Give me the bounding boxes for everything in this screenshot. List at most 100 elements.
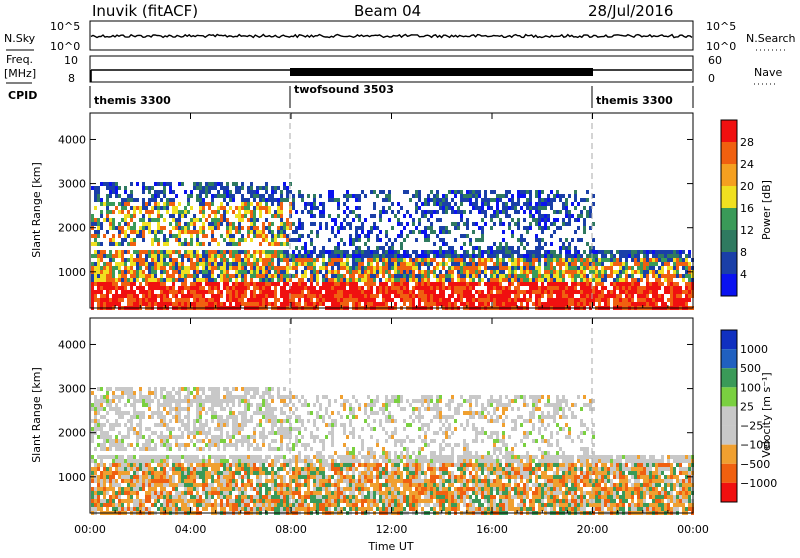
heatmap-cell	[565, 238, 568, 242]
heatmap-cell	[217, 206, 220, 210]
heatmap-cell	[268, 294, 271, 298]
heatmap-cell	[457, 262, 460, 266]
heatmap-cell	[547, 286, 550, 290]
heatmap-cell	[574, 258, 577, 262]
heatmap-cell	[271, 222, 274, 226]
heatmap-cell	[148, 395, 151, 399]
heatmap-cell	[448, 258, 451, 262]
heatmap-cell	[280, 222, 283, 226]
heatmap-cell	[94, 194, 97, 198]
heatmap-cell	[262, 274, 265, 278]
heatmap-cell	[220, 459, 223, 463]
heatmap-cell	[682, 290, 685, 294]
heatmap-cell	[412, 286, 415, 290]
heatmap-cell	[451, 190, 454, 194]
heatmap-cell	[211, 218, 214, 222]
heatmap-cell	[667, 266, 670, 270]
heatmap-cell	[496, 198, 499, 202]
heatmap-cell	[154, 471, 157, 475]
heatmap-cell	[586, 262, 589, 266]
heatmap-cell	[127, 234, 130, 238]
heatmap-cell	[226, 262, 229, 266]
heatmap-cell	[226, 182, 229, 186]
heatmap-cell	[454, 262, 457, 266]
heatmap-cell	[208, 439, 211, 443]
heatmap-cell	[106, 186, 109, 190]
heatmap-cell	[634, 286, 637, 290]
heatmap-cell	[160, 463, 163, 467]
heatmap-cell	[532, 278, 535, 282]
heatmap-cell	[193, 475, 196, 479]
heatmap-cell	[652, 250, 655, 254]
heatmap-cell	[100, 198, 103, 202]
heatmap-cell	[214, 182, 217, 186]
heatmap-cell	[649, 262, 652, 266]
heatmap-cell	[130, 395, 133, 399]
heatmap-cell	[373, 258, 376, 262]
heatmap-cell	[142, 270, 145, 274]
heatmap-cell	[154, 294, 157, 298]
heatmap-cell	[301, 234, 304, 238]
heatmap-cell	[376, 286, 379, 290]
heatmap-cell	[298, 250, 301, 254]
heatmap-cell	[544, 286, 547, 290]
heatmap-cell	[223, 254, 226, 258]
heatmap-cell	[139, 387, 142, 391]
heatmap-cell	[673, 282, 676, 286]
heatmap-cell	[532, 290, 535, 294]
heatmap-cell	[559, 274, 562, 278]
heatmap-cell	[688, 290, 691, 294]
heatmap-cell	[583, 282, 586, 286]
heatmap-cell	[364, 298, 367, 302]
heatmap-cell	[433, 298, 436, 302]
heatmap-cell	[205, 399, 208, 403]
heatmap-cell	[298, 218, 301, 222]
heatmap-cell	[109, 194, 112, 198]
heatmap-cell	[343, 290, 346, 294]
heatmap-cell	[451, 290, 454, 294]
heatmap-cell	[541, 214, 544, 218]
heatmap-cell	[151, 475, 154, 479]
heatmap-cell	[94, 250, 97, 254]
heatmap-cell	[223, 407, 226, 411]
heatmap-cell	[292, 198, 295, 202]
heatmap-cell	[214, 463, 217, 467]
heatmap-cell	[229, 491, 232, 495]
heatmap-cell	[169, 475, 172, 479]
heatmap-cell	[151, 262, 154, 266]
heatmap-cell	[328, 298, 331, 302]
heatmap-cell	[535, 194, 538, 198]
heatmap-cell	[274, 270, 277, 274]
nsearch-tick-bottom: 10^0	[706, 40, 736, 53]
heatmap-cell	[241, 302, 244, 306]
heatmap-cell	[211, 439, 214, 443]
heatmap-cell	[355, 262, 358, 266]
heatmap-cell	[223, 419, 226, 423]
heatmap-cell	[121, 467, 124, 471]
heatmap-cell	[232, 483, 235, 487]
heatmap-cell	[325, 282, 328, 286]
heatmap-cell	[232, 286, 235, 290]
heatmap-cell	[199, 282, 202, 286]
heatmap-cell	[187, 431, 190, 435]
heatmap-cell	[328, 262, 331, 266]
heatmap-cell	[223, 194, 226, 198]
heatmap-cell	[244, 290, 247, 294]
heatmap-cell	[241, 270, 244, 274]
heatmap-cell	[130, 427, 133, 431]
heatmap-cell	[238, 206, 241, 210]
heatmap-cell	[502, 230, 505, 234]
heatmap-cell	[688, 294, 691, 298]
heatmap-cell	[241, 298, 244, 302]
heatmap-cell	[469, 298, 472, 302]
heatmap-cell	[583, 262, 586, 266]
heatmap-cell	[481, 226, 484, 230]
heatmap-cell	[625, 290, 628, 294]
heatmap-cell	[433, 282, 436, 286]
heatmap-cell	[259, 286, 262, 290]
heatmap-cell	[286, 298, 289, 302]
heatmap-cell	[229, 483, 232, 487]
heatmap-cell	[106, 491, 109, 495]
heatmap-cell	[175, 266, 178, 270]
nave-tick-bottom: 0	[708, 72, 715, 85]
